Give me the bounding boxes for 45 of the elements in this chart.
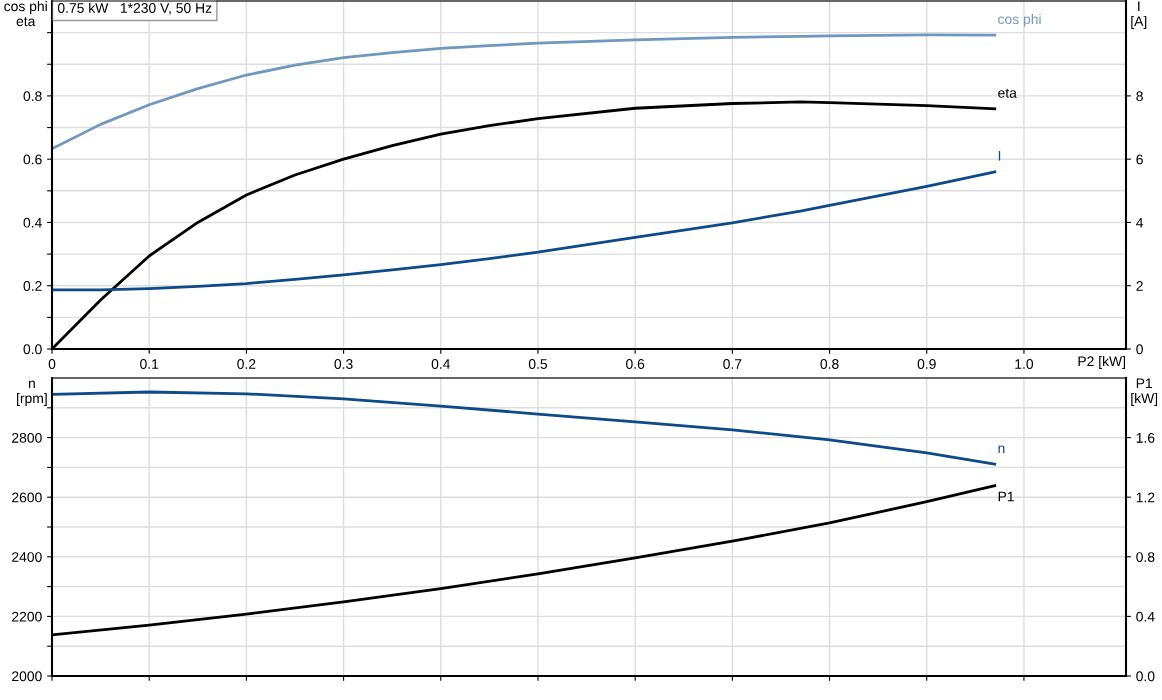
- x-tick-label: 0.3: [334, 359, 353, 369]
- y-tick-label: 2200: [12, 611, 42, 622]
- series-label: cos phi: [998, 13, 1041, 27]
- y-axis-title: cos phi eta: [4, 1, 47, 27]
- x-tick-label: 0.9: [917, 359, 936, 369]
- y-tick-label: 2800: [12, 432, 42, 443]
- y-tick-label: 0.2: [23, 281, 42, 291]
- x-tick-label: 0.2: [237, 359, 256, 369]
- x-tick-label: 0.1: [140, 359, 159, 369]
- chart-title: 0.75 kW 1*230 V, 50 Hz: [57, 2, 212, 15]
- x-tick-label: 0.7: [723, 359, 742, 369]
- series-label: P1: [998, 491, 1014, 502]
- line-series: [52, 390, 997, 466]
- y2-tick-label: 0.4: [1136, 611, 1155, 622]
- y-tick-label: 2400: [12, 552, 42, 562]
- y2-tick-label: 0.8: [1136, 552, 1155, 562]
- line-series: [52, 33, 997, 151]
- y-tick-label: 0.0: [23, 344, 42, 355]
- x-tick-label: 0: [48, 359, 56, 369]
- y2-tick-label: 1.2: [1136, 492, 1155, 503]
- x-tick-label: 1.0: [1015, 359, 1034, 369]
- y-tick-label: 0.8: [23, 91, 42, 102]
- y-axis-title: n [rpm]: [17, 380, 47, 406]
- y2-tick-label: 1.6: [1136, 432, 1155, 443]
- x-axis-title: P2 [kW]: [1078, 355, 1126, 369]
- y2-tick-label: 6: [1136, 154, 1143, 165]
- y-tick-label: 2000: [12, 671, 42, 682]
- x-tick-label: 0.8: [820, 359, 839, 369]
- y2-tick-label: 4: [1136, 217, 1144, 228]
- x-tick-label: 0.6: [626, 359, 645, 369]
- y2-tick-label: 8: [1136, 91, 1143, 102]
- x-tick-label: 0.4: [431, 359, 451, 369]
- series-label: I: [998, 151, 1001, 161]
- y2-axis-title: P1 [kW]: [1131, 378, 1158, 406]
- x-tick-label: 0.5: [528, 359, 548, 369]
- y2-tick-label: 0.0: [1136, 671, 1155, 682]
- line-series: [52, 170, 997, 292]
- y2-tick-label: 2: [1136, 281, 1143, 291]
- series-label: eta: [998, 88, 1017, 98]
- y2-tick-label: 0: [1136, 344, 1143, 355]
- y-tick-label: 0.6: [23, 154, 42, 165]
- y2-axis-title: I [A]: [1131, 1, 1147, 29]
- y-tick-label: 0.4: [23, 217, 42, 228]
- series-label: n: [998, 445, 1005, 453]
- y-tick-label: 2600: [12, 492, 42, 503]
